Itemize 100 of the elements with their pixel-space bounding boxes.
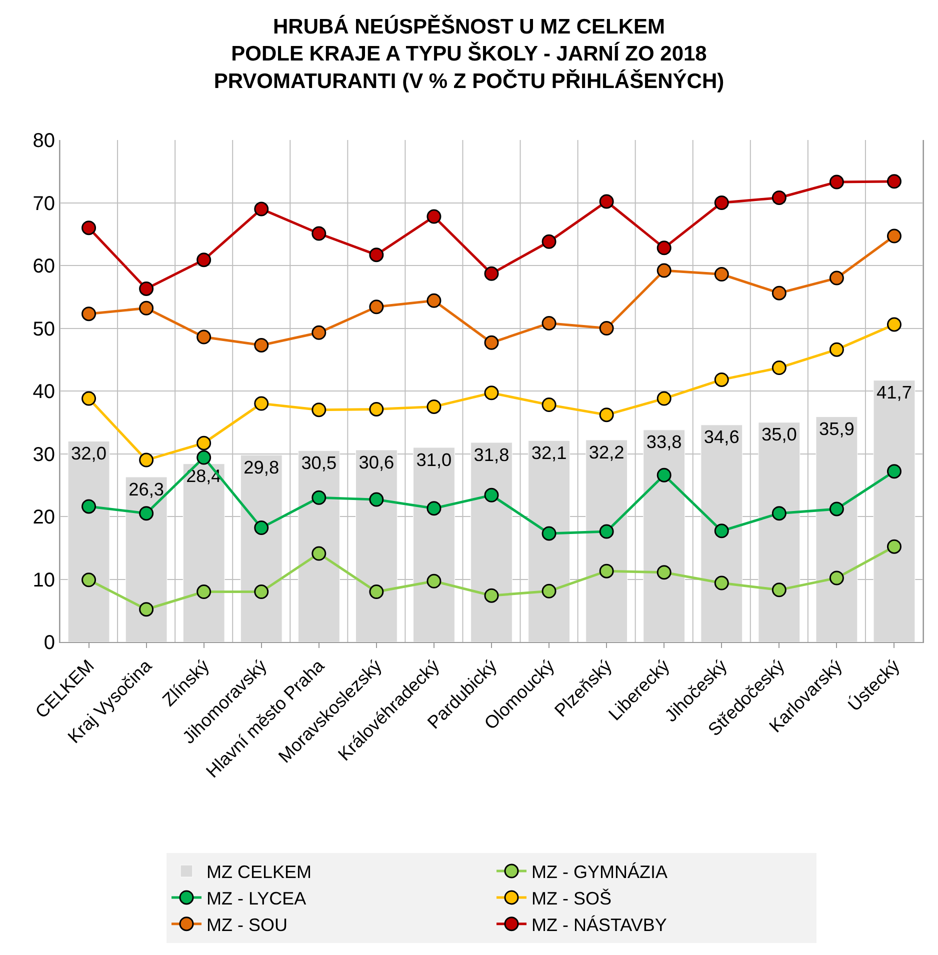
point [829, 502, 844, 516]
point [254, 338, 269, 352]
bar [413, 447, 455, 642]
point [714, 524, 729, 538]
legend-label: MZ - NÁSTAVBY [532, 914, 667, 935]
data-label: 33,8 [646, 432, 682, 452]
point [139, 300, 154, 316]
point [599, 321, 614, 336]
data-label: 31,8 [474, 444, 510, 465]
point [426, 209, 442, 224]
point [542, 316, 556, 330]
bar [528, 440, 570, 642]
point [542, 584, 556, 598]
point [426, 293, 442, 308]
point [426, 399, 442, 414]
bar [355, 450, 398, 642]
data-label: 35,0 [761, 424, 797, 445]
data-label: 31,0 [416, 450, 452, 470]
y-tick-label: 80 [32, 130, 55, 152]
y-tick-label: 40 [32, 381, 55, 403]
point [312, 402, 326, 418]
bar [816, 416, 858, 642]
point [312, 546, 326, 561]
data-label: 30,5 [301, 452, 337, 473]
point [82, 220, 96, 236]
legend-label: MZ - SOŠ [532, 888, 612, 908]
data-label: 29,8 [244, 457, 280, 478]
y-tick-label: 20 [32, 506, 55, 528]
bar [758, 422, 800, 642]
point [312, 490, 326, 505]
legend-label: MZ CELKEM [206, 862, 312, 882]
point [82, 391, 96, 406]
point [656, 391, 672, 406]
point [599, 524, 614, 539]
point [829, 174, 844, 190]
point [369, 248, 384, 262]
point [656, 468, 672, 482]
data-label: 41,7 [876, 382, 912, 403]
point [139, 281, 154, 296]
point [772, 286, 786, 300]
point [829, 342, 844, 357]
point [369, 300, 384, 314]
data-label: 30,6 [358, 452, 394, 472]
data-label: 32,1 [531, 442, 567, 463]
data-label: 26,3 [128, 479, 164, 500]
data-label: 32,0 [71, 444, 106, 464]
point [196, 450, 212, 465]
bar [700, 424, 743, 642]
y-tick-label: 70 [32, 192, 55, 215]
point [196, 330, 212, 344]
bar [182, 464, 225, 642]
point [426, 501, 442, 516]
point [196, 252, 212, 268]
bar [125, 476, 168, 642]
point [484, 588, 499, 603]
point [714, 196, 729, 210]
point [714, 576, 729, 590]
point [254, 396, 269, 411]
y-tick-label: 60 [32, 256, 55, 278]
legend-label: MZ - LYCEA [206, 888, 306, 908]
point [886, 174, 902, 189]
data-label: 35,9 [818, 419, 854, 440]
data-label: 34,6 [704, 427, 740, 448]
point [484, 335, 499, 350]
point [369, 584, 384, 600]
bar [643, 430, 686, 642]
point [772, 190, 786, 205]
point [139, 602, 154, 617]
point [714, 267, 729, 282]
point [542, 234, 556, 249]
point [196, 436, 212, 450]
point [82, 499, 96, 514]
point [886, 317, 902, 332]
point [772, 506, 786, 521]
point [542, 526, 556, 541]
point [426, 574, 442, 588]
point [829, 570, 844, 586]
point [484, 386, 499, 400]
point [82, 306, 96, 322]
point [772, 582, 786, 598]
y-tick-label: 0 [44, 632, 55, 654]
point [369, 402, 384, 416]
data-label: 32,2 [588, 442, 624, 462]
bar [298, 450, 340, 642]
y-tick-label: 50 [32, 318, 55, 340]
point [886, 539, 902, 554]
point [714, 372, 729, 387]
point [369, 492, 384, 507]
point [254, 584, 269, 600]
y-tick-label: 30 [32, 444, 55, 466]
point [139, 506, 154, 521]
point [196, 584, 212, 600]
point [254, 202, 269, 216]
bar [240, 454, 282, 642]
point [656, 240, 672, 256]
point [599, 194, 614, 209]
legend-label: MZ - GYMNÁZIA [532, 862, 668, 882]
point [484, 266, 499, 281]
point [772, 360, 786, 376]
point [254, 520, 269, 536]
